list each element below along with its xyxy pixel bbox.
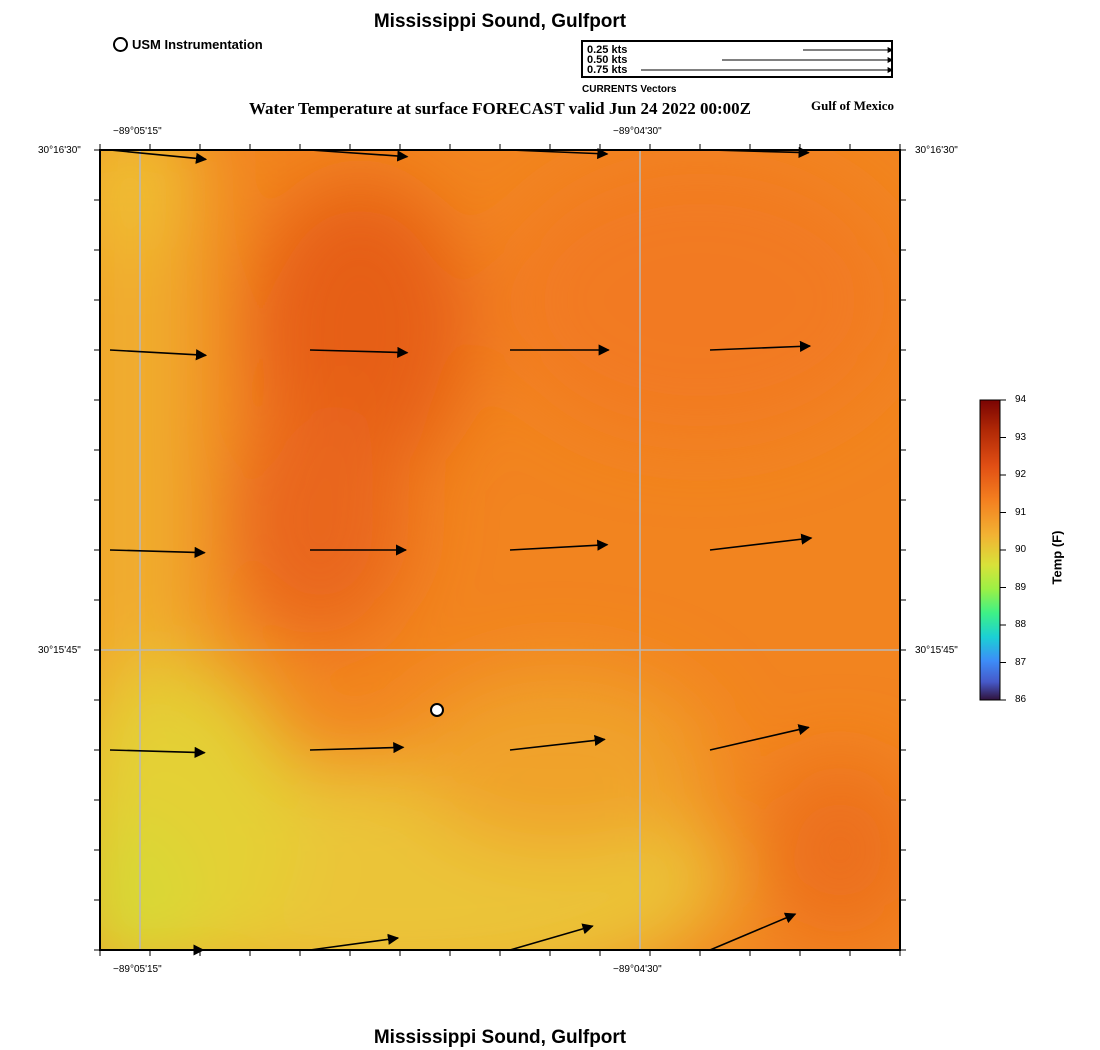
latitude-label-left: 30°16'30": [38, 145, 81, 156]
vector-scale-arrows: [641, 47, 893, 73]
instrumentation-legend: USM Instrumentation: [113, 37, 263, 52]
longitude-label-bottom: −89°04'30": [613, 964, 662, 975]
current-vector-arrow: [109, 746, 206, 758]
current-vector-arrow: [309, 346, 409, 358]
usm-instrument-station[interactable]: [430, 703, 444, 717]
colorbar-tick-label: 88: [1015, 619, 1027, 630]
colorbar-tick-label: 91: [1015, 506, 1027, 518]
current-vector-scale: 0.25 kts 0.50 kts 0.75 kts: [581, 40, 893, 78]
map-title: Mississippi Sound, Gulfport: [373, 11, 627, 32]
current-vector-arrow: [709, 340, 812, 352]
vector-scale-label: 0.75 kts: [587, 64, 628, 76]
vector-scale-caption: CURRENTS Vectors: [582, 84, 677, 95]
colorbar-ticks: [1000, 399, 1006, 701]
current-vector-arrow: [709, 724, 810, 751]
colorbar-tick-label: 90: [1015, 544, 1027, 555]
current-vector-arrow: [509, 147, 609, 160]
latitude-label-right: 30°16'30": [915, 145, 958, 156]
current-vector-arrow: [309, 149, 409, 162]
current-vector-arrow: [509, 539, 609, 551]
current-vector-arrow: [309, 742, 405, 754]
latitude-label-left: 30°15'45": [38, 645, 81, 656]
map-subtitle: Water Temperature at surface FORECAST va…: [249, 99, 751, 118]
instrumentation-label: USM Instrumentation: [132, 37, 263, 52]
instrument-marker-icon: [113, 37, 128, 52]
current-vectors: [109, 146, 813, 956]
current-vector-arrow: [709, 533, 813, 551]
colorbar-tick-label: 93: [1015, 431, 1027, 443]
longitude-label-top: −89°05'15": [113, 126, 162, 137]
current-vector-arrow: [509, 923, 594, 951]
colorbar-tick-label: 89: [1015, 581, 1027, 593]
vector-scale-label: 0.50 kts: [587, 54, 628, 66]
current-vector-arrow: [709, 146, 810, 158]
colorbar-tick-label: 87: [1015, 656, 1027, 668]
colorbar-tick-label: 92: [1015, 469, 1027, 480]
current-vector-arrow: [309, 933, 400, 951]
colorbar-title: Temp (F): [1049, 530, 1065, 585]
longitude-label-top: −89°04'30": [613, 126, 662, 137]
colorbar-gradient: [979, 399, 1001, 701]
current-vector-arrow: [109, 349, 208, 361]
colorbar-tick-label: 86: [1015, 694, 1027, 705]
latitude-label-right: 30°15'45": [915, 645, 958, 656]
current-vector-arrow: [109, 546, 206, 558]
frame-ticks: [94, 144, 906, 956]
colorbar-tick-label: 94: [1015, 394, 1027, 405]
vector-scale-label: 0.25 kts: [587, 44, 628, 56]
current-vector-arrow: [509, 734, 606, 751]
current-vector-arrow: [109, 149, 208, 164]
region-label: Gulf of Mexico: [811, 98, 895, 113]
longitude-label-bottom: −89°05'15": [113, 964, 162, 975]
footer-title: Mississippi Sound, Gulfport: [373, 1027, 627, 1048]
temperature-colorbar: [979, 399, 1006, 701]
temperature-field: [100, 150, 900, 950]
current-vector-arrow: [709, 912, 797, 951]
